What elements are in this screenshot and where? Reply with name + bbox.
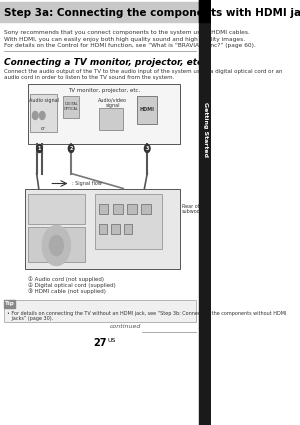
Bar xyxy=(199,0,212,22)
Bar xyxy=(63,96,79,117)
Text: • For details on connecting the TV without an HDMI jack, see “Step 3b: Connectin: • For details on connecting the TV witho… xyxy=(7,311,286,315)
Text: Audio/video
signal: Audio/video signal xyxy=(98,97,127,108)
Circle shape xyxy=(68,144,74,153)
Bar xyxy=(127,204,137,213)
Text: 1: 1 xyxy=(38,146,41,151)
Text: ② Digital optical cord (supplied): ② Digital optical cord (supplied) xyxy=(28,283,116,288)
Text: TV monitor, projector, etc.: TV monitor, projector, etc. xyxy=(68,88,140,93)
Text: Getting Started: Getting Started xyxy=(202,102,208,158)
Bar xyxy=(99,108,123,130)
Text: For details on the Control for HDMI function, see “What is “BRAVIA” Sync?” (page: For details on the Control for HDMI func… xyxy=(4,43,256,48)
Bar xyxy=(28,227,85,261)
Bar xyxy=(30,94,57,131)
Text: ③ HDMI cable (not supplied): ③ HDMI cable (not supplied) xyxy=(28,289,106,294)
Bar xyxy=(25,189,180,269)
Circle shape xyxy=(32,111,38,119)
Bar xyxy=(0,2,199,22)
Text: Tip: Tip xyxy=(5,301,15,306)
Text: US: US xyxy=(108,337,116,343)
Bar xyxy=(99,204,109,213)
Bar xyxy=(199,0,212,425)
Circle shape xyxy=(144,144,150,153)
Text: 27: 27 xyxy=(93,337,106,348)
Text: Step 3a: Connecting the components with HDMI jacks: Step 3a: Connecting the components with … xyxy=(4,8,300,18)
Bar xyxy=(95,193,162,249)
Bar xyxy=(4,300,16,308)
Text: Sony recommends that you connect components to the system using HDMI cables.: Sony recommends that you connect compone… xyxy=(4,30,250,35)
Text: Audio signal: Audio signal xyxy=(29,97,59,102)
Text: Connecting a TV monitor, projector, etc.: Connecting a TV monitor, projector, etc. xyxy=(4,57,206,66)
Bar xyxy=(124,224,132,233)
Circle shape xyxy=(42,226,70,266)
Text: 2: 2 xyxy=(70,146,73,151)
Text: ① Audio cord (not supplied): ① Audio cord (not supplied) xyxy=(28,277,104,282)
Text: : Signal flow: : Signal flow xyxy=(72,181,102,186)
Bar xyxy=(99,224,107,233)
Text: With HDMI, you can easily enjoy both high quality sound and high quality images.: With HDMI, you can easily enjoy both hig… xyxy=(4,37,245,42)
Text: Connect the audio output of the TV to the audio input of the system using a digi: Connect the audio output of the TV to th… xyxy=(4,68,283,74)
Bar xyxy=(28,83,180,144)
Bar xyxy=(113,204,123,213)
Text: continued: continued xyxy=(110,325,141,329)
Text: 3: 3 xyxy=(146,146,149,151)
Text: audio cord in order to listen to the TV sound from the system.: audio cord in order to listen to the TV … xyxy=(4,74,175,79)
Text: or: or xyxy=(41,125,46,130)
Text: jacks” (page 30).: jacks” (page 30). xyxy=(7,316,53,321)
Bar xyxy=(141,204,151,213)
Bar xyxy=(4,300,196,321)
Text: Rear of the
subwoofer: Rear of the subwoofer xyxy=(182,204,209,214)
Bar xyxy=(28,193,85,224)
Circle shape xyxy=(40,111,45,119)
Text: HDMI: HDMI xyxy=(140,107,155,112)
Bar xyxy=(111,224,120,233)
Bar xyxy=(137,96,157,124)
Circle shape xyxy=(49,235,63,255)
Circle shape xyxy=(37,144,42,153)
Text: DIGITAL
OPTICAL: DIGITAL OPTICAL xyxy=(64,102,79,111)
